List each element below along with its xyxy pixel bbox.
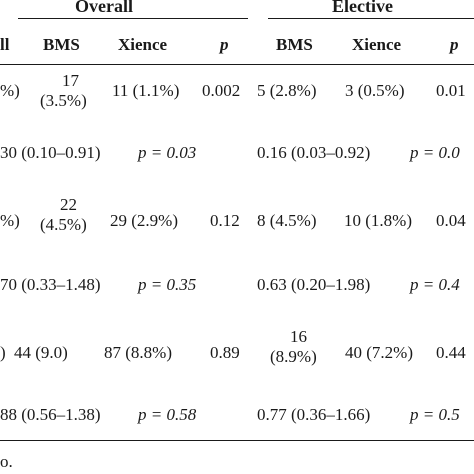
row4-elective-hr-p: p = 0.4 [410,275,460,294]
row3-elective-p: 0.04 [436,211,466,230]
row1-partial: %) [0,81,20,100]
row6-elective-hr-p: p = 0.5 [410,405,460,424]
row4-elective-hr: 0.63 (0.20–1.98) [257,275,371,294]
row1-overall-bms-pct: (3.5%) [40,91,87,110]
column-header-overall-xience: Xience [118,35,168,54]
row1-elective-bms: 5 (2.8%) [257,81,317,100]
row5-elective-bms-count: 16 [290,327,307,346]
row3-partial: %) [0,211,20,230]
row1-elective-p: 0.01 [436,81,466,100]
row5-partial: ) [0,343,6,362]
row1-overall-p: 0.002 [202,81,241,100]
row4-overall-hr-p: p = 0.35 [138,275,197,294]
row6-overall-hr-p: p = 0.58 [138,405,197,424]
row5-elective-p: 0.44 [436,343,466,362]
column-header-partial: ll [0,35,10,54]
row6-elective-hr: 0.77 (0.36–1.66) [257,405,371,424]
header-bottom-rule [0,64,474,65]
row5-elective-bms-pct: (8.9%) [270,347,317,366]
row2-elective-hr-p: p = 0.0 [410,143,460,162]
column-header-elective-p: p [450,35,459,54]
row1-overall-xience: 11 (1.1%) [112,81,180,100]
row2-overall-hr-p: p = 0.03 [138,143,197,162]
row5-overall-bms: 44 (9.0) [14,343,68,362]
column-header-overall-p: p [220,35,229,54]
row1-overall-bms-count: 17 [62,71,79,90]
column-header-elective-xience: Xience [352,35,402,54]
row2-elective-hr: 0.16 (0.03–0.92) [257,143,371,162]
row5-elective-xience: 40 (7.2%) [345,343,413,362]
row2-overall-hr: 30 (0.10–0.91) [0,143,101,162]
column-header-elective-bms: BMS [276,35,313,54]
row1-elective-xience: 3 (0.5%) [345,81,405,100]
row3-overall-p: 0.12 [210,211,240,230]
row4-overall-hr: 70 (0.33–1.48) [0,275,101,294]
row3-overall-bms-count: 22 [60,195,77,214]
group-underline-elective [268,18,474,19]
overall-group-header: Overall [75,0,133,16]
row6-overall-hr: 88 (0.56–1.38) [0,405,101,424]
row3-overall-bms-pct: (4.5%) [40,215,87,234]
row5-overall-xience: 87 (8.8%) [104,343,172,362]
row3-elective-xience: 10 (1.8%) [344,211,412,230]
table-footnote: o. [0,452,13,471]
column-header-overall-bms: BMS [43,35,80,54]
table-bottom-rule [0,440,474,441]
elective-group-header: Elective [332,0,393,16]
row3-elective-bms: 8 (4.5%) [257,211,317,230]
row3-overall-xience: 29 (2.9%) [110,211,178,230]
row5-overall-p: 0.89 [210,343,240,362]
group-underline-overall [18,18,248,19]
